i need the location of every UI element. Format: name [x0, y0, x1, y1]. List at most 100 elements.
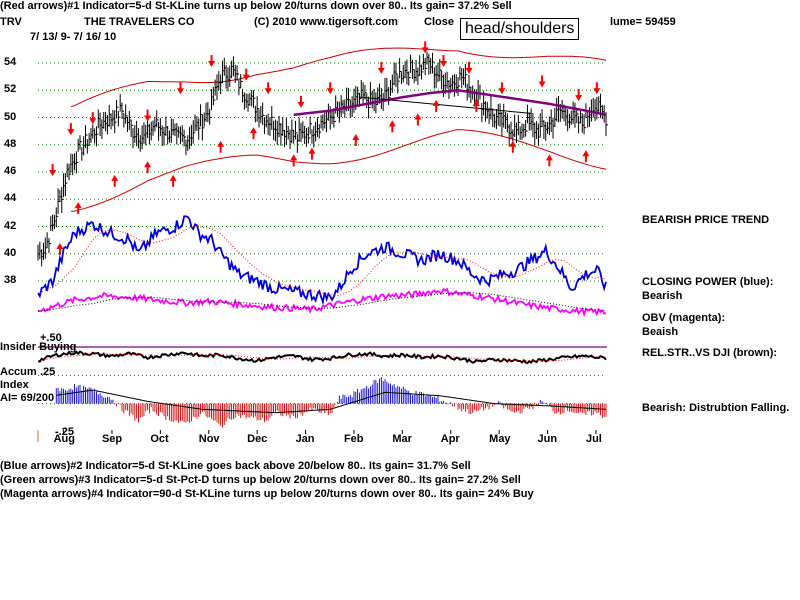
- arrow-head: [432, 99, 440, 106]
- arrow-head: [56, 242, 64, 249]
- ai-value: AI= 69/200: [0, 392, 55, 404]
- closing-power-value: Bearish: [642, 290, 683, 302]
- footer-line-magenta-arrows: (Magenta arrows)#4 Indicator=90-d St-KLi…: [0, 488, 534, 500]
- moving-average-line: [293, 89, 607, 117]
- y-tick-label: 38: [4, 274, 17, 286]
- buy-arrow: [509, 140, 517, 153]
- arrow-head: [208, 61, 216, 67]
- sell-arrow: [242, 68, 250, 81]
- obv-line: [37, 287, 607, 318]
- buy-arrow: [388, 120, 396, 133]
- y-tick-label: 42: [4, 219, 17, 232]
- arrow-head: [242, 74, 250, 81]
- arrow-head: [169, 174, 177, 181]
- sell-arrow: [326, 82, 334, 95]
- neckline: [359, 96, 532, 114]
- obv-ma: [37, 292, 607, 312]
- buy-arrow: [290, 154, 298, 167]
- sell-arrow: [421, 41, 429, 54]
- arrow-head: [545, 154, 553, 161]
- closing-power-title: CLOSING POWER (blue):: [642, 276, 774, 288]
- sell-arrow: [208, 55, 216, 67]
- arrow-head: [264, 88, 272, 95]
- buy-arrow: [352, 133, 360, 146]
- sell-arrow: [297, 95, 305, 108]
- sell-arrow: [439, 55, 447, 67]
- arrow-head: [176, 88, 184, 95]
- pattern-label-box: head/shoulders: [460, 18, 580, 40]
- date-range: 7/ 13/ 9- 7/ 16/ 10: [30, 31, 117, 43]
- arrow-head: [352, 133, 360, 140]
- buy-arrow: [111, 174, 119, 187]
- arrow-head: [297, 101, 305, 108]
- obv-title: OBV (magenta):: [642, 312, 726, 324]
- price-grid: [38, 62, 606, 405]
- y-tick-label: 40: [4, 246, 17, 259]
- y-tick-label: 44: [4, 192, 17, 205]
- arrow-head: [377, 67, 385, 74]
- y-tick-label: 50: [4, 110, 17, 123]
- sell-arrow: [465, 61, 473, 74]
- price-bars: [37, 51, 608, 267]
- buy-arrow: [432, 99, 440, 112]
- y-tick-label: 48: [4, 137, 17, 150]
- trend-label: BEARISH PRICE TREND: [642, 214, 770, 226]
- arrow-head: [388, 120, 396, 127]
- month-label: Jan: [295, 433, 315, 445]
- buy-arrow: [250, 127, 258, 140]
- sell-arrow: [89, 112, 97, 125]
- arrow-head: [538, 81, 546, 88]
- sell-arrow: [593, 82, 601, 95]
- distribution-label: Bearish: Distrubtion Falling.: [642, 402, 790, 414]
- y-tick-label: 46: [4, 165, 17, 177]
- sell-arrow: [49, 164, 57, 176]
- arrow-head: [144, 115, 152, 122]
- insider-buying-label: Insider Buying: [0, 341, 77, 353]
- buy-arrow: [582, 150, 590, 163]
- plus-50-label: +.50: [40, 332, 62, 344]
- buy-arrow: [144, 161, 152, 174]
- sell-arrow: [144, 109, 152, 122]
- header-line-red-arrows: (Red arrows)#1 Indicator=5-d St-KLine tu…: [0, 0, 512, 12]
- buy-arrow: [308, 147, 316, 160]
- relative-strength-line: [37, 350, 607, 365]
- sell-arrow: [575, 89, 583, 102]
- footer-line-green-arrows: (Green arrows)#3 Indicator=5-d St-Pct-D …: [0, 474, 521, 486]
- arrow-head: [509, 140, 517, 147]
- minus-25-label: -.25: [55, 426, 74, 438]
- arrow-head: [74, 202, 82, 209]
- arrow-head: [593, 88, 601, 95]
- close-label: Close: [424, 16, 454, 28]
- buy-arrow: [169, 174, 177, 187]
- accum-value: .25: [40, 366, 56, 378]
- relstr-label: REL.STR..VS DJI (brown):: [642, 347, 778, 359]
- obv-value: Beaish: [642, 326, 679, 338]
- buy-arrow: [56, 242, 64, 255]
- y-tick-label: 52: [4, 83, 17, 96]
- footer-line-blue-arrows: (Blue arrows)#2 Indicator=5-d St-KLine g…: [0, 460, 471, 472]
- sell-arrow: [538, 75, 546, 88]
- month-label: Dec: [247, 433, 268, 445]
- arrow-head: [144, 161, 152, 168]
- index-label: Index: [0, 379, 29, 391]
- arrow-head: [89, 118, 97, 125]
- closing-power-line: [37, 215, 607, 306]
- signal-arrows: [49, 41, 601, 255]
- month-label: Apr: [440, 433, 460, 445]
- sell-arrow: [176, 82, 184, 95]
- upper-band-line: [70, 47, 607, 108]
- arrow-head: [465, 67, 473, 74]
- arrow-head: [421, 47, 429, 54]
- month-ticks: [63, 430, 597, 434]
- arrow-head: [250, 127, 258, 134]
- arrow-head: [67, 129, 75, 136]
- arrow-head: [439, 61, 447, 67]
- volume-label: lume= 59459: [610, 16, 676, 28]
- buy-arrow: [472, 99, 480, 112]
- month-label: Sep: [101, 433, 123, 445]
- accumulation-panel: [37, 350, 607, 428]
- arrow-head: [326, 88, 334, 95]
- accum-label: Accum: [0, 366, 37, 378]
- company-name: THE TRAVELERS CO: [84, 16, 195, 28]
